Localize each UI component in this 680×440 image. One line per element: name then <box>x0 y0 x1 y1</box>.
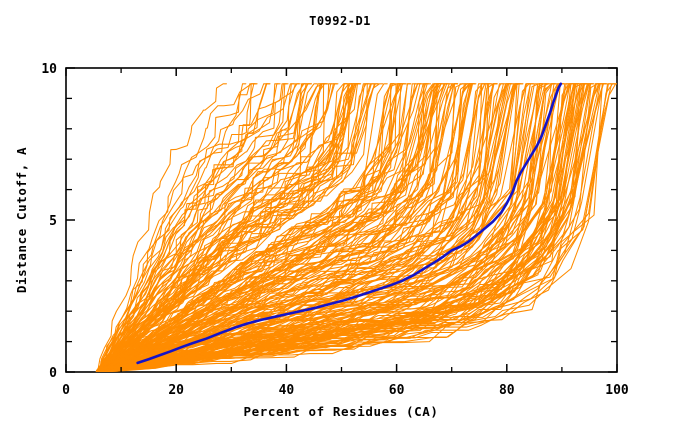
ensemble-model-curve <box>98 83 600 372</box>
ensemble-model-curve <box>99 83 593 372</box>
y-axis-title: Distance Cutoff, A <box>14 147 29 293</box>
ensemble-model-curve <box>102 83 459 372</box>
ensemble-model-curve <box>96 83 469 372</box>
ensemble-model-curve <box>102 83 288 372</box>
ensemble-model-curve <box>101 83 268 372</box>
ensemble-model-curve <box>99 83 533 372</box>
ensemble-model-curve <box>96 83 286 372</box>
ensemble-model-curve <box>98 83 372 372</box>
ensemble-model-curve <box>103 83 395 372</box>
ensemble-model-curve <box>97 83 227 372</box>
x-tick-label: 20 <box>168 383 184 398</box>
ensemble-model-curve <box>103 83 271 372</box>
ensemble-model-curve <box>100 83 588 372</box>
ensemble-model-curve <box>97 83 504 372</box>
page-title: T0992-D1 <box>309 14 371 28</box>
ensemble-model-curve <box>101 83 430 372</box>
x-tick-label: 0 <box>62 383 70 398</box>
ensemble-model-curve <box>98 83 441 372</box>
y-tick-label: 10 <box>41 62 57 77</box>
ensemble-model-curve <box>101 83 339 372</box>
ensemble-model-curve <box>98 83 578 372</box>
ensemble-model-curve <box>96 83 442 372</box>
ensemble-model-curve <box>101 83 471 372</box>
ensemble-model-curve <box>97 83 473 372</box>
y-tick-labels: 0 5 10 <box>41 62 57 381</box>
ensemble-model-curve <box>101 83 543 372</box>
ensemble-model-curve <box>99 83 607 372</box>
x-tick-label: 60 <box>389 383 405 398</box>
data-curves-layer <box>95 82 617 372</box>
ensemble-model-curve <box>95 83 323 372</box>
ensemble-model-curve <box>99 83 255 372</box>
ensemble-model-curve <box>96 83 379 372</box>
x-tick-labels: 0 20 40 60 80 100 <box>62 383 629 398</box>
ensemble-model-curve <box>98 83 257 372</box>
ensemble-model-curve <box>99 83 296 372</box>
ensemble-model-curve <box>97 83 498 372</box>
x-tick-label: 40 <box>279 383 295 398</box>
ensemble-model-curve <box>101 83 475 372</box>
y-tick-label: 5 <box>49 214 57 229</box>
axis-ticks-layer <box>65 67 618 373</box>
ensemble-model-curve <box>96 83 556 372</box>
x-tick-label: 100 <box>605 383 629 398</box>
ensemble-model-curve <box>98 83 585 372</box>
ensemble-model-curve <box>96 83 397 372</box>
ensemble-model-curve <box>96 83 333 372</box>
ensemble-model-curve <box>100 83 368 372</box>
x-axis-title: Percent of Residues (CA) <box>243 404 438 419</box>
ensemble-model-curve <box>97 83 313 372</box>
ensemble-model-curve <box>102 83 412 372</box>
x-tick-label: 80 <box>499 383 515 398</box>
highlighted-model-curve <box>136 82 563 365</box>
ensemble-model-curve <box>98 83 519 372</box>
y-tick-label: 0 <box>49 366 57 381</box>
